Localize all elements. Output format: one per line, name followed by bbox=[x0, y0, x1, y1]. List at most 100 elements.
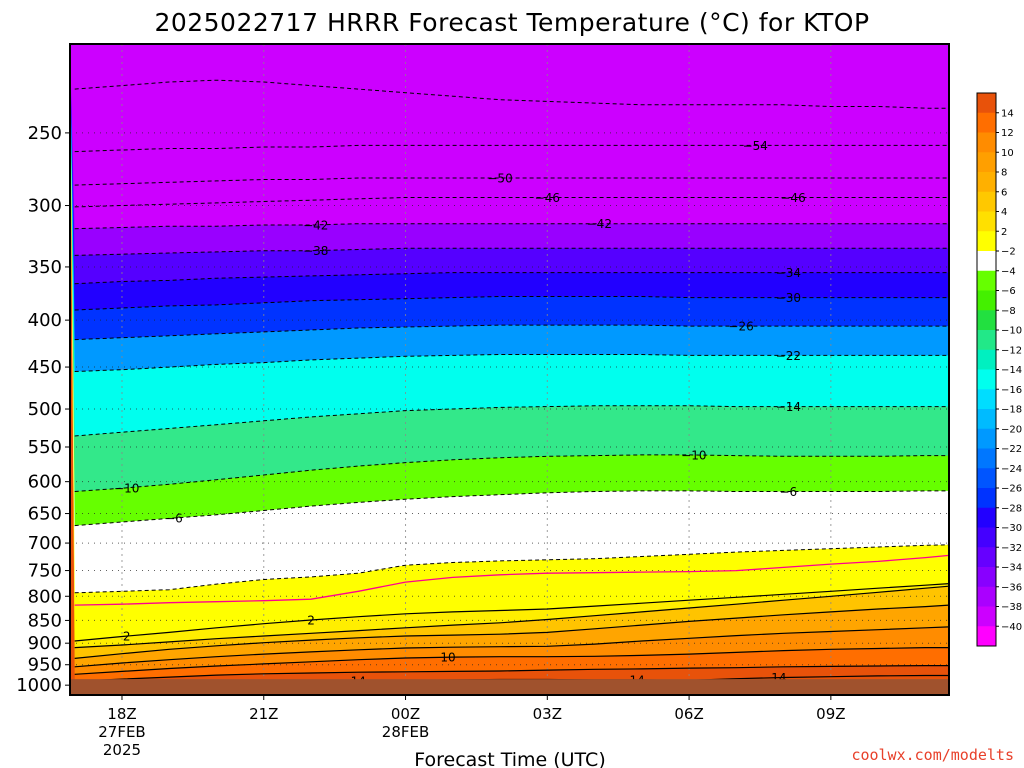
y-tick-label: 250 bbox=[28, 123, 62, 144]
y-tick-label: 600 bbox=[28, 472, 62, 493]
ground-fill bbox=[70, 679, 949, 695]
isotherm-line bbox=[74, 585, 949, 649]
colorbar-swatch bbox=[977, 93, 996, 114]
x-tick-date: 28FEB bbox=[382, 723, 429, 741]
colorbar-label: −14 bbox=[1001, 365, 1022, 376]
isotherm-line bbox=[74, 405, 949, 437]
isotherm-line bbox=[74, 324, 949, 341]
y-tick-label: 950 bbox=[28, 655, 62, 676]
x-tick-label: 09Z bbox=[816, 705, 845, 723]
colorbar-swatch bbox=[977, 310, 996, 331]
plot-area: −54 −50 −46 −46 −42 −42 −38 −34 −30 −26 −22 −14 −10 −… bbox=[70, 44, 949, 695]
contour-label: −42 bbox=[587, 217, 612, 231]
colorbar-label: −34 bbox=[1001, 563, 1022, 574]
colorbar-label: 4 bbox=[1001, 207, 1007, 218]
x-tick-label: 21Z bbox=[249, 705, 278, 723]
contour-label: −46 bbox=[780, 191, 805, 205]
contour-label: −22 bbox=[776, 349, 801, 363]
y-tick-label: 1000 bbox=[16, 675, 62, 696]
colorbar-label: −32 bbox=[1001, 543, 1022, 554]
isotherm-line bbox=[74, 454, 949, 492]
y-tick-label: 850 bbox=[28, 610, 62, 631]
contour-label: −54 bbox=[743, 139, 768, 153]
isotherm-line bbox=[74, 247, 949, 256]
colorbar-swatch bbox=[977, 389, 996, 410]
colorbar-swatch bbox=[977, 428, 996, 449]
isotherm-line bbox=[74, 272, 949, 285]
temperature-band bbox=[70, 44, 949, 229]
colorbar-swatch bbox=[977, 507, 996, 528]
x-tick-year: 2025 bbox=[103, 741, 141, 759]
contour-label: 2 bbox=[123, 630, 131, 644]
contour-labels: −54 −50 −46 −46 −42 −42 −38 −34 −30 −26 −22 −14 −10 −… bbox=[114, 139, 806, 688]
colorbar-swatch bbox=[977, 468, 996, 489]
isotherm-line bbox=[74, 296, 949, 311]
colorbar-label: −20 bbox=[1001, 424, 1022, 435]
colorbar-swatch bbox=[977, 172, 996, 193]
y-tick-label: 400 bbox=[28, 310, 62, 331]
temperature-bands bbox=[70, 44, 949, 695]
contour-label: −42 bbox=[303, 218, 328, 232]
colorbar-label: −18 bbox=[1001, 405, 1022, 416]
x-tick-label: 03Z bbox=[533, 705, 562, 723]
contour-label: −34 bbox=[776, 266, 801, 280]
isotherm-line bbox=[74, 583, 949, 642]
contour-label: −10 bbox=[681, 448, 706, 462]
y-tick-label: 650 bbox=[28, 504, 62, 525]
grid-lines bbox=[70, 44, 949, 695]
isotherm-line bbox=[74, 604, 949, 659]
colorbar-label: −10 bbox=[1001, 326, 1022, 337]
colorbar-swatch bbox=[977, 369, 996, 390]
isotherm-line bbox=[74, 626, 949, 668]
contour-label: 2 bbox=[307, 613, 315, 627]
colorbar-label: −12 bbox=[1001, 345, 1022, 356]
isotherm-line bbox=[74, 144, 949, 153]
colorbar-label: 2 bbox=[1001, 227, 1007, 238]
colorbar-swatch bbox=[977, 547, 996, 568]
isotherm-line bbox=[74, 544, 949, 594]
contour-label: 10 bbox=[440, 651, 455, 665]
pressure-axis: 2503003504004505005506006507007508008509… bbox=[16, 123, 70, 696]
colorbar-swatch bbox=[977, 270, 996, 291]
contour-label: −30 bbox=[776, 291, 801, 305]
colorbar-swatch bbox=[977, 112, 996, 133]
x-tick-date: 27FEB bbox=[98, 723, 145, 741]
colorbar-label: −8 bbox=[1001, 306, 1016, 317]
y-tick-label: 900 bbox=[28, 633, 62, 654]
contour-label: −46 bbox=[535, 191, 560, 205]
y-tick-label: 800 bbox=[28, 586, 62, 607]
colorbar-swatch bbox=[977, 586, 996, 607]
isotherm-line bbox=[74, 79, 949, 109]
colorbar: 14 12 10 8 6 4 2 −2 −4 −6 −8 −10 −12 −14 −16 −18 −20 −22 −… bbox=[976, 92, 1022, 647]
contour-label: −50 bbox=[487, 172, 512, 186]
colorbar-swatch bbox=[977, 132, 996, 153]
y-tick-label: 450 bbox=[28, 357, 62, 378]
colorbar-swatch bbox=[977, 488, 996, 509]
colorbar-label: 6 bbox=[1001, 187, 1007, 198]
contour-label: −38 bbox=[303, 244, 328, 258]
colorbar-swatch bbox=[977, 191, 996, 212]
colorbar-swatch bbox=[977, 606, 996, 627]
x-axis-title: Forecast Time (UTC) bbox=[414, 749, 605, 768]
x-tick-label: 18Z bbox=[107, 705, 136, 723]
contour-label: −10 bbox=[114, 481, 139, 495]
colorbar-swatch bbox=[977, 626, 996, 647]
isotherm-line bbox=[74, 665, 949, 682]
isotherm-line bbox=[74, 554, 949, 606]
colorbar-swatch bbox=[977, 152, 996, 173]
credit-text: coolwx.com/modelts bbox=[851, 746, 1014, 764]
colorbar-label: −16 bbox=[1001, 385, 1022, 396]
colorbar-label: −4 bbox=[1001, 266, 1016, 277]
contour-label: −6 bbox=[779, 485, 797, 499]
colorbar-label: −22 bbox=[1001, 444, 1022, 455]
y-tick-label: 500 bbox=[28, 399, 62, 420]
isotherm-line bbox=[74, 490, 949, 527]
colorbar-label: 10 bbox=[1001, 148, 1014, 159]
colorbar-swatch bbox=[977, 567, 996, 588]
colorbar-label: −24 bbox=[1001, 464, 1022, 475]
colorbar-swatch bbox=[977, 231, 996, 252]
colorbar-label: −30 bbox=[1001, 523, 1022, 534]
contour-label: −14 bbox=[776, 400, 801, 414]
colorbar-swatch bbox=[977, 448, 996, 469]
